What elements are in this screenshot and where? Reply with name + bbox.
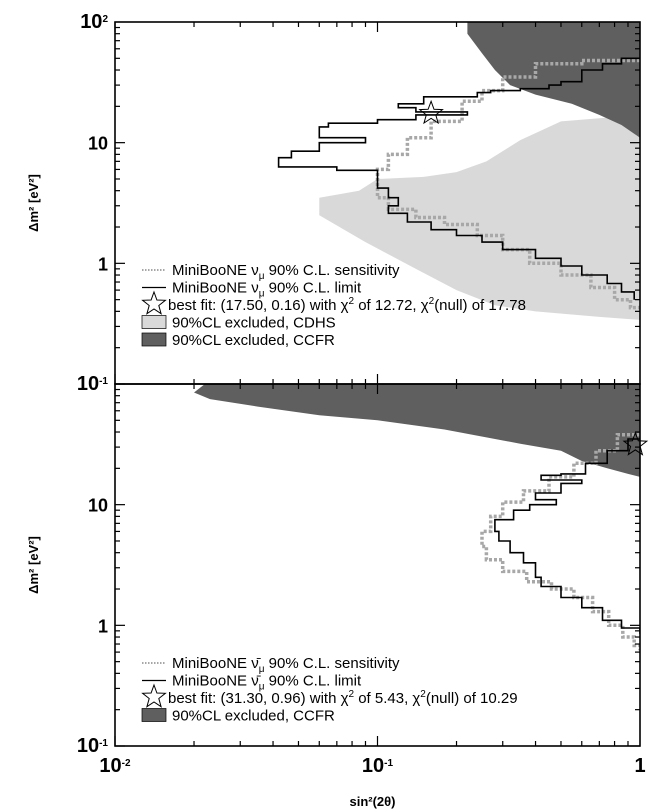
top-legend: MiniBooNE νμ 90% C.L. sensitivityMiniBoo… (141, 262, 526, 349)
top-ytick-label-3: 1 (98, 254, 108, 274)
bottom-y-axis-label: Δm² [eV²] (26, 536, 41, 594)
top-legend-label-4: 90%CL excluded, CDHS (172, 315, 336, 332)
top-ytick-label-1: 102 (80, 11, 108, 33)
top-panel: MiniBooNE νμ 90% C.L. sensitivityMiniBoo… (141, 22, 640, 349)
bottom-best-fit-star (622, 431, 649, 456)
bottom-limit-curve (494, 438, 640, 634)
top-legend-label-5: 90%CL excluded, CCFR (172, 332, 335, 349)
bottom-legend: MiniBooNE ν̄μ 90% C.L. sensitivityMiniBo… (141, 655, 518, 725)
x-axis-label: sin²(2θ) (349, 794, 395, 809)
legend-star-icon (141, 683, 167, 708)
top-ytick-label-2: 10 (88, 134, 108, 154)
bottom-panel: MiniBooNE ν̄μ 90% C.L. sensitivityMiniBo… (141, 384, 649, 725)
bottom-legend-label-1: MiniBooNE ν̄μ 90% C.L. sensitivity (172, 655, 400, 675)
bottom-ccfr-region (194, 384, 640, 477)
top-cdhs-region (319, 114, 640, 320)
top-y-axis-label: Δm² [eV²] (26, 174, 41, 232)
xtick-label-2: 10-1 (362, 755, 394, 777)
top-limit-curve (277, 57, 640, 300)
top-legend-label-3: best fit: (17.50, 0.16) with χ2 of 12.72… (168, 296, 526, 314)
top-ytick-label-4: 10-1 (77, 373, 109, 395)
top-sensitivity-curve (375, 58, 640, 312)
bottom-legend-label-3: best fit: (31.30, 0.96) with χ2 of 5.43,… (168, 689, 518, 707)
legend-ccfr-swatch (141, 708, 167, 722)
bottom-legend-label-2: MiniBooNE ν̄μ 90% C.L. limit (172, 673, 362, 693)
bottom-ytick-label-3: 10-1 (77, 735, 109, 757)
bottom-sensitivity-curve (480, 432, 640, 651)
xtick-label-1: 10-2 (99, 755, 131, 777)
top-legend-label-2: MiniBooNE νμ 90% C.L. limit (172, 280, 362, 300)
top-best-fit-star (418, 99, 444, 125)
xtick-label-3: 1 (634, 755, 645, 777)
top-ccfr-region (467, 22, 640, 138)
bottom-ytick-label-2: 1 (98, 616, 108, 636)
bottom-ytick-label-1: 10 (88, 496, 108, 516)
legend-ccfr-swatch (141, 332, 167, 347)
top-legend-label-1: MiniBooNE νμ 90% C.L. sensitivity (172, 262, 400, 282)
bottom-legend-label-4: 90%CL excluded, CCFR (172, 708, 335, 725)
legend-cdhs-swatch (141, 315, 167, 329)
legend-star-icon (141, 290, 167, 315)
